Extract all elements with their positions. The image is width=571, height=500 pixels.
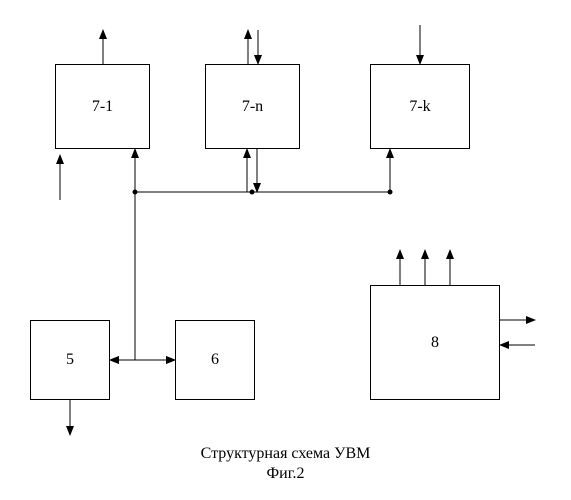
- caption-title: Структурная схема УВМ: [0, 445, 571, 463]
- caption-fig-text: Фиг.2: [267, 465, 305, 482]
- caption-fig: Фиг.2: [0, 465, 571, 483]
- diagram-canvas: 7-1 7-n 7-k 5 6 8: [0, 0, 571, 500]
- wires-svg: [0, 0, 571, 500]
- bus-junction-mid: [250, 190, 255, 195]
- caption-title-text: Структурная схема УВМ: [201, 445, 371, 462]
